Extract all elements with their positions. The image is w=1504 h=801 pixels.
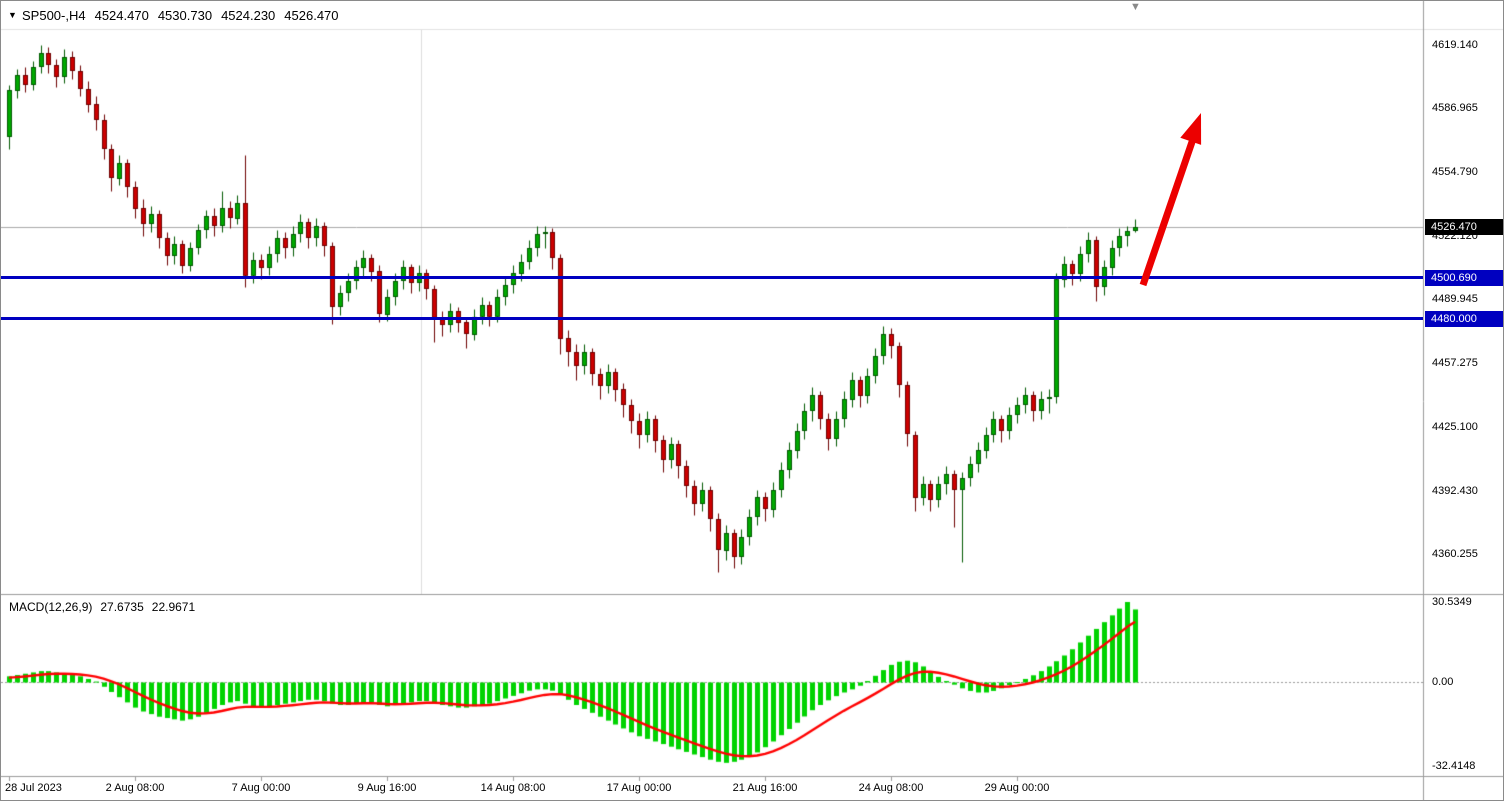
ohlc-close: 4526.470	[284, 8, 339, 23]
ohlc-header: SP500-,H4 4524.470 4530.730 4524.230 4526.47…	[22, 8, 348, 23]
macd-signal-value: 22.9671	[151, 600, 196, 614]
price-tick-label: 4425.100	[1432, 420, 1478, 433]
macd-scale-min: -32.4148	[1432, 760, 1476, 772]
time-axis-label: 2 Aug 08:00	[105, 782, 165, 794]
time-axis-label: 24 Aug 08:00	[858, 782, 924, 794]
ohlc-high: 4530.730	[157, 8, 213, 23]
price-tick-label: 4360.255	[1432, 548, 1478, 560]
macd-main-value: 27.6735	[100, 600, 144, 614]
macd-scale-max: 30.5349	[1432, 596, 1472, 608]
time-axis-label: 7 Aug 00:00	[231, 782, 291, 794]
support-line-4480[interactable]	[1, 317, 1423, 321]
price-tick-label: 4619.140	[1432, 39, 1478, 51]
time-axis-label: 29 Aug 00:00	[984, 782, 1050, 794]
up-trend-arrow[interactable]	[1121, 101, 1231, 311]
time-axis-label: 28 Jul 2023	[5, 782, 62, 794]
time-axis-label: 21 Aug 16:00	[732, 782, 798, 794]
ohlc-open: 4524.470	[94, 8, 149, 23]
price-tick-label: 4554.790	[1432, 165, 1478, 178]
time-axis-label: 17 Aug 00:00	[606, 782, 672, 794]
macd-scale-zero: 0.00	[1432, 675, 1454, 688]
current-price-label: 4526.470	[1425, 219, 1503, 236]
price-tick-label: 4586.965	[1432, 102, 1478, 115]
resistance-line-4500[interactable]	[1, 276, 1423, 280]
macd-header: MACD(12,26,9) 27.6735 22.9671	[9, 600, 203, 614]
chart-shift-icon[interactable]: ▼	[1130, 1, 1141, 13]
macd-name-label: MACD(12,26,9)	[9, 600, 93, 614]
time-axis-label: 14 Aug 08:00	[480, 782, 546, 794]
time-axis-label: 9 Aug 16:00	[357, 782, 417, 794]
price-tick-label: 4392.430	[1432, 484, 1478, 497]
level-price-label-4500: 4500.690	[1425, 269, 1503, 286]
level-price-label-4480: 4480.000	[1425, 310, 1503, 327]
price-tick-label: 4457.275	[1432, 357, 1478, 370]
symbol-period-label: SP500-,H4	[22, 8, 86, 23]
ohlc-low: 4524.230	[221, 8, 276, 23]
price-tick-label: 4489.945	[1432, 293, 1478, 305]
collapse-icon[interactable]: ▼	[8, 10, 17, 20]
